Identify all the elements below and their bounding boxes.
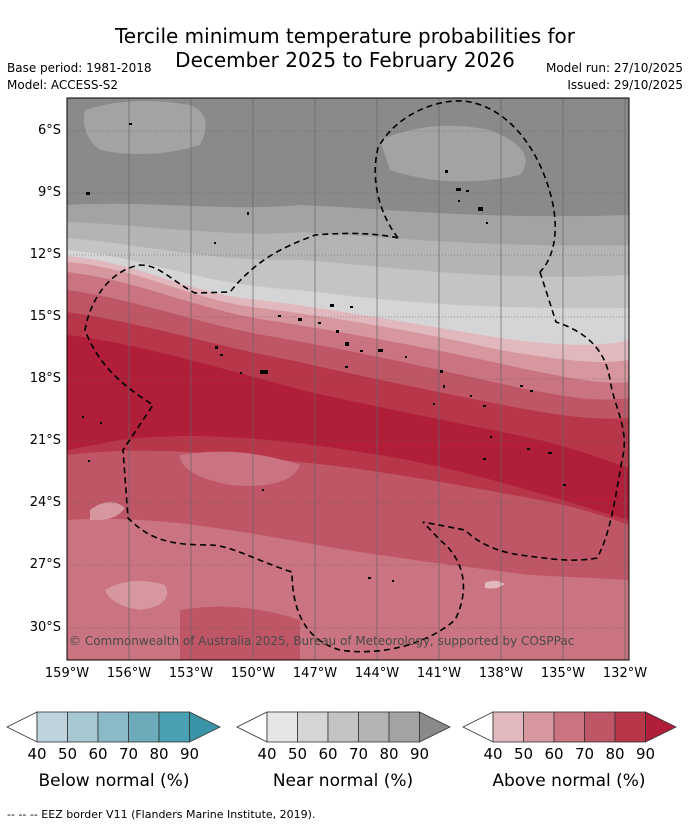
lon-label: 141°W (416, 666, 462, 681)
meta-left: Base period: 1981-2018 Model: ACCESS-S2 (7, 60, 152, 94)
above-normal-90-band (67, 335, 629, 520)
colorbar-tick: 60 (318, 745, 338, 763)
lat-label: 27°S (29, 557, 61, 572)
eez-footnote: -- -- -- EEZ border V11 (Flanders Marine… (7, 808, 316, 821)
colorbar-label-above-normal: Above normal (%) (492, 771, 646, 791)
map-field (67, 98, 629, 660)
colorbar-near-normal (236, 711, 451, 743)
title-line-1: Tercile minimum temperature probabilitie… (114, 24, 576, 48)
lat-label: 21°S (29, 433, 61, 448)
eez-borders (84, 100, 626, 653)
colorbar-tick: 90 (179, 745, 200, 763)
copyright-notice: © Commonwealth of Australia 2025, Bureau… (69, 634, 575, 648)
colorbar-tick: 70 (118, 745, 139, 763)
above-normal-patch (180, 606, 300, 660)
issued-date: Issued: 29/10/2025 (567, 78, 683, 92)
lon-label: 147°W (292, 666, 338, 681)
model-run-date: Model run: 27/10/2025 (545, 61, 683, 75)
lon-label: 153°W (168, 666, 214, 681)
colorbar-label-below-normal: Below normal (%) (38, 771, 190, 791)
colorbar-below-normal (6, 711, 221, 743)
map-frame (66, 97, 630, 661)
colorbar-tick: 80 (149, 745, 169, 763)
lat-label: 18°S (29, 371, 61, 386)
lat-label: 12°S (29, 247, 61, 262)
lon-label: 150°W (230, 666, 276, 681)
colorbar-tick: 80 (605, 745, 625, 763)
near-normal-patch (84, 101, 206, 154)
base-period: Base period: 1981-2018 (7, 61, 152, 75)
lon-label: 138°W (478, 666, 524, 681)
eez-border-north (374, 100, 556, 273)
chart-title: Tercile minimum temperature probabilitie… (0, 24, 690, 72)
colorbar-tick: 40 (27, 745, 47, 763)
lat-label: 9°S (37, 185, 61, 200)
lon-label: 159°W (44, 666, 90, 681)
colorbar-tick: 40 (483, 745, 503, 763)
colorbar-tick: 60 (544, 745, 564, 763)
islands (82, 123, 566, 582)
colorbar-tick: 90 (635, 745, 656, 763)
lon-label: 156°W (106, 666, 152, 681)
above-normal-patch (485, 580, 505, 589)
lon-label: 135°W (540, 666, 586, 681)
colorbar-tick: 70 (574, 745, 595, 763)
colorbar-tick: 80 (379, 745, 399, 763)
lon-label: 132°W (602, 666, 648, 681)
colorbar-label-near-normal: Near normal (%) (272, 771, 414, 791)
lat-label: 24°S (29, 495, 61, 510)
near-normal-patch (380, 125, 526, 182)
above-normal-patch (90, 501, 125, 521)
colorbar-tick: 70 (348, 745, 369, 763)
colorbar-tick: 50 (57, 745, 78, 763)
colorbar-above-normal (462, 711, 677, 743)
lat-label: 30°S (29, 620, 61, 635)
eez-border-central (84, 232, 465, 653)
title-line-2: December 2025 to February 2026 (175, 48, 515, 72)
colorbar-tick: 90 (409, 745, 430, 763)
lon-label: 144°W (354, 666, 400, 681)
colorbar-tick: 50 (287, 745, 308, 763)
colorbar-tick: 60 (88, 745, 108, 763)
lat-label: 6°S (37, 123, 61, 138)
model-name: Model: ACCESS-S2 (7, 78, 119, 92)
above-normal-patch (105, 581, 168, 610)
latitude-gridlines (67, 130, 629, 629)
meta-right: Model run: 27/10/2025 Issued: 29/10/2025 (546, 60, 683, 94)
colorbar-tick: 50 (513, 745, 534, 763)
eez-border-east (422, 271, 626, 561)
colorbar-tick: 40 (257, 745, 277, 763)
above-normal-patch (180, 451, 300, 486)
lat-label: 15°S (29, 309, 61, 324)
